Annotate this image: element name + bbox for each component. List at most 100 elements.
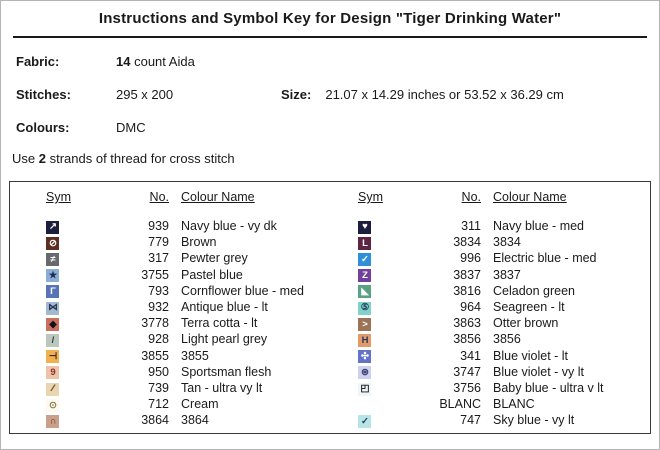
key-row: / 928 Light pearl grey <box>46 331 330 348</box>
circled-dot-icon: ⊙ <box>46 398 59 412</box>
colour-name: Seagreen - lt <box>493 300 565 315</box>
colour-name: 3864 <box>181 413 209 428</box>
key-row: ✓ 747 Sky blue - vy lt <box>358 412 650 428</box>
circled-five-icon: ⑤ <box>358 301 371 315</box>
colour-name: Electric blue - med <box>493 251 597 266</box>
symbol-key-table: Sym No. Colour Name ↗ 939 Navy blue - vy… <box>9 181 651 434</box>
star-icon: ★ <box>46 269 59 283</box>
thread-number: 3816 <box>453 283 481 298</box>
header-sym: Sym <box>358 190 383 204</box>
colour-name: Celadon green <box>493 283 576 298</box>
title-divider <box>13 36 647 38</box>
thread-number: 793 <box>148 283 169 298</box>
slash-icon: / <box>46 334 59 348</box>
thread-number: 3864 <box>141 413 169 428</box>
colour-name: 3856 <box>493 332 521 347</box>
key-row: ⑤ 964 Seagreen - lt <box>358 299 650 315</box>
key-row: > 3863 Otter brown <box>358 315 650 331</box>
thread-number: 712 <box>148 397 169 412</box>
greater-than-icon: > <box>358 317 371 331</box>
thread-number: 939 <box>148 219 169 234</box>
check-icon: ✓ <box>358 414 371 428</box>
page-title: Instructions and Symbol Key for Design "… <box>98 10 562 27</box>
size-label: Size: <box>281 87 312 102</box>
thread-number: 932 <box>148 300 169 315</box>
key-row: ⊣ 3855 3855 <box>46 348 330 364</box>
double-slash-icon: ∕∕ <box>46 382 59 396</box>
not-equal-icon: ≠ <box>46 253 59 267</box>
colour-name: Tan - ultra vy lt <box>181 380 263 395</box>
key-row: ≠ 317 Pewter grey <box>46 250 330 267</box>
stitches-value: 295 x 200 <box>116 87 174 102</box>
thread-number: BLANC <box>439 397 481 412</box>
circled-asterisk-icon: ⊛ <box>358 366 371 380</box>
colours-value: DMC <box>116 120 146 135</box>
thread-number: 3863 <box>453 316 481 331</box>
thread-number: 739 <box>148 380 169 395</box>
key-header-row: Sym No. Colour Name <box>46 189 330 205</box>
colour-name: 3837 <box>493 267 521 282</box>
colour-name: Brown <box>181 235 217 250</box>
colour-name: BLANC <box>493 397 535 412</box>
square-corners-icon: ◰ <box>358 382 371 396</box>
colours-row: Colours: DMC <box>16 118 659 137</box>
thread-number: 3855 <box>141 348 169 363</box>
key-row: ◰ 3756 Baby blue - ultra v lt <box>358 380 650 396</box>
diamond-icon: ◆ <box>46 317 59 331</box>
colour-name: Blue violet - vy lt <box>493 364 585 379</box>
thread-number: 779 <box>148 235 169 250</box>
colours-label: Colours: <box>16 120 70 135</box>
blank-icon <box>358 396 371 410</box>
colour-name: Blue violet - lt <box>493 348 569 363</box>
thread-number: 964 <box>460 300 481 315</box>
header-no: No. <box>461 190 481 204</box>
thread-number: 311 <box>461 219 481 234</box>
key-row: ⊙ 712 Cream <box>46 396 330 412</box>
stitches-label: Stitches: <box>16 87 71 102</box>
key-row: 9 950 Sportsman flesh <box>46 364 330 380</box>
key-rows-left: ↗ 939 Navy blue - vy dk ⊘ 779 Brown ≠ 31… <box>46 218 330 428</box>
letter-z-icon: Z <box>358 269 371 283</box>
colour-name: Otter brown <box>493 316 559 331</box>
colour-name: 3834 <box>493 235 521 250</box>
key-row: ⊘ 779 Brown <box>46 234 330 250</box>
header-sym: Sym <box>46 190 71 204</box>
key-row: ⊛ 3747 Blue violet - vy lt <box>358 364 650 380</box>
colour-name: Terra cotta - lt <box>181 316 258 331</box>
colour-name: Light pearl grey <box>181 332 268 347</box>
triangle-corner-icon: ◣ <box>358 285 371 299</box>
key-row: Γ 793 Cornflower blue - med <box>46 283 330 299</box>
bowtie-icon: ⋈ <box>46 301 59 315</box>
digit-nine-icon: 9 <box>46 366 59 380</box>
fabric-value: 14 count Aida <box>116 54 195 69</box>
colour-name: Cornflower blue - med <box>181 283 304 298</box>
colour-name: Navy blue - med <box>493 219 585 234</box>
thread-number: 996 <box>460 251 481 266</box>
cross-star-icon: ✣ <box>358 350 371 364</box>
thread-number: 317 <box>148 251 169 266</box>
colour-name: Pewter grey <box>181 251 248 266</box>
thread-number: 3778 <box>141 316 169 331</box>
arch-icon: ∩ <box>46 414 59 428</box>
thread-number: 3747 <box>453 364 481 379</box>
header-colour-name: Colour Name <box>493 190 567 204</box>
key-row: ♥ 311 Navy blue - med <box>358 218 650 234</box>
check-icon: ✓ <box>358 253 371 267</box>
thread-number: 950 <box>148 364 169 379</box>
gamma-corner-icon: Γ <box>46 285 59 299</box>
key-row: ★ 3755 Pastel blue <box>46 267 330 283</box>
key-row: L 3834 3834 <box>358 234 650 250</box>
thread-number: 3834 <box>453 235 481 250</box>
fabric-row: Fabric: 14 count Aida <box>16 52 659 71</box>
key-column-right: Sym No. Colour Name ♥ 311 Navy blue - me… <box>330 182 650 433</box>
colour-name: Pastel blue <box>181 267 243 282</box>
key-row: ∕∕ 739 Tan - ultra vy lt <box>46 380 330 396</box>
header-colour-name: Colour Name <box>181 190 255 204</box>
header-no: No. <box>149 190 169 204</box>
key-column-left: Sym No. Colour Name ↗ 939 Navy blue - vy… <box>10 182 330 433</box>
thread-number: 341 <box>460 348 481 363</box>
letter-l-icon: L <box>358 236 371 250</box>
letter-h-icon: H <box>358 334 371 348</box>
colour-name: Antique blue - lt <box>181 300 268 315</box>
